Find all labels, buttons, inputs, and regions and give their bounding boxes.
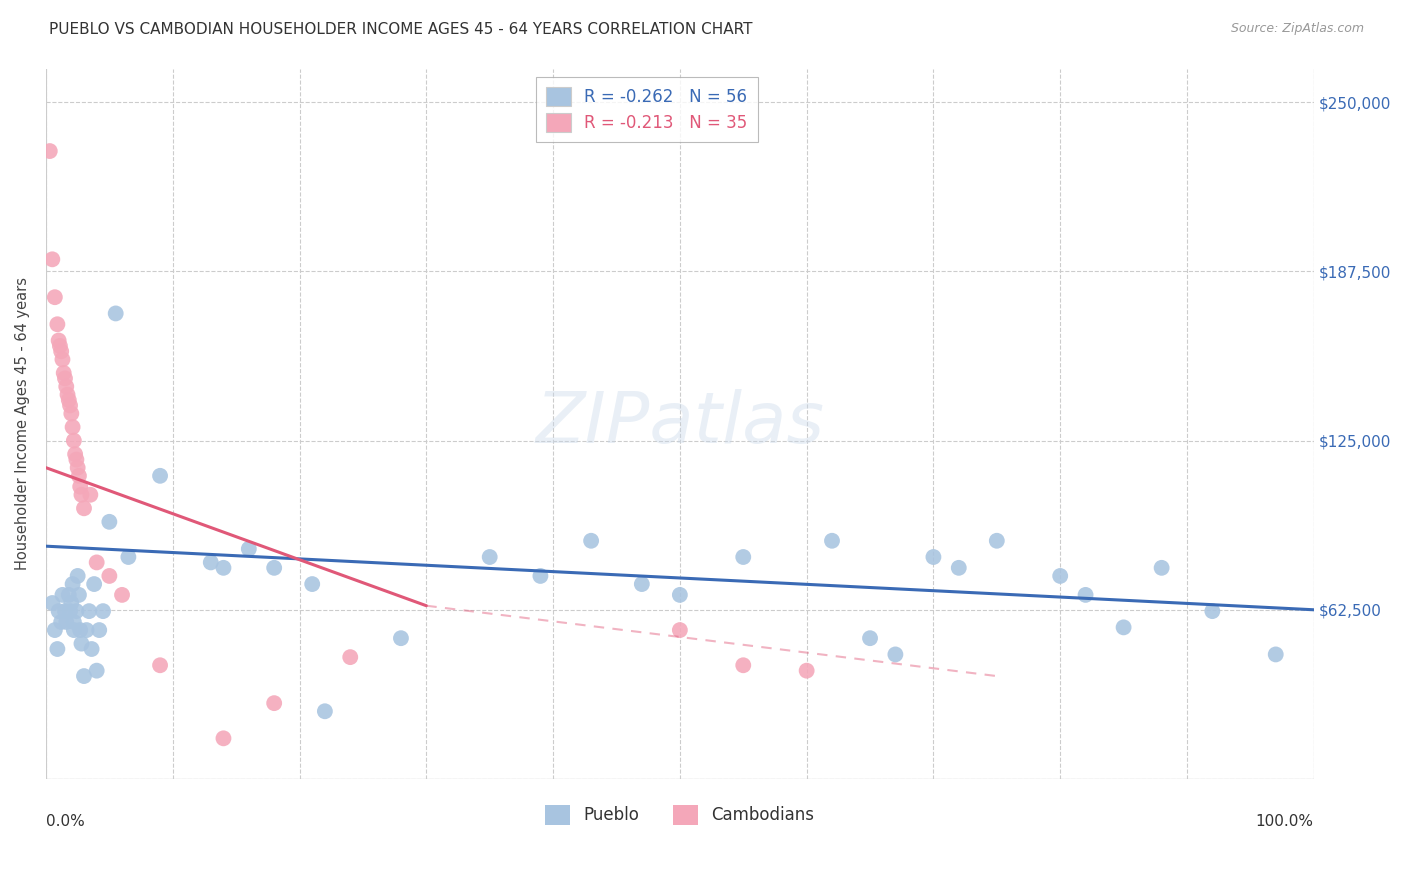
Point: [73, 669, 96, 683]
Point: [821, 533, 844, 548]
Point: [630, 577, 652, 591]
Point: [77, 604, 100, 618]
Point: [669, 588, 692, 602]
Point: [212, 731, 235, 746]
Point: [73, 501, 96, 516]
Text: 0.0%: 0.0%: [46, 814, 84, 830]
Point: [46, 642, 69, 657]
Point: [49, 339, 72, 353]
Point: [44, 290, 66, 304]
Point: [733, 549, 755, 564]
Point: [733, 658, 755, 673]
Point: [1074, 588, 1097, 602]
Point: [117, 549, 139, 564]
Point: [389, 631, 412, 645]
Point: [1150, 561, 1173, 575]
Point: [922, 549, 945, 564]
Point: [51, 352, 73, 367]
Point: [884, 648, 907, 662]
Point: [63, 615, 86, 629]
Point: [66, 460, 89, 475]
Point: [62, 420, 84, 434]
Point: [51, 615, 73, 629]
Point: [98, 569, 121, 583]
Point: [55, 615, 77, 629]
Point: [63, 434, 86, 448]
Point: [796, 664, 818, 678]
Point: [65, 452, 87, 467]
Point: [41, 252, 63, 267]
Point: [1264, 648, 1286, 662]
Point: [59, 604, 82, 618]
Point: [478, 549, 501, 564]
Point: [104, 306, 127, 320]
Point: [70, 488, 93, 502]
Point: [58, 392, 80, 407]
Point: [89, 623, 111, 637]
Point: [59, 399, 82, 413]
Point: [60, 596, 83, 610]
Point: [56, 387, 79, 401]
Point: [314, 704, 336, 718]
Point: [69, 480, 91, 494]
Point: [986, 533, 1008, 548]
Point: [86, 664, 108, 678]
Point: [200, 556, 222, 570]
Point: [149, 468, 172, 483]
Point: [263, 696, 285, 710]
Point: [60, 407, 83, 421]
Point: [53, 604, 76, 618]
Point: [51, 344, 73, 359]
Point: [859, 631, 882, 645]
Legend: Pueblo, Cambodians: Pueblo, Cambodians: [536, 796, 824, 835]
Point: [55, 379, 77, 393]
Point: [263, 561, 285, 575]
Point: [948, 561, 970, 575]
Text: 100.0%: 100.0%: [1256, 814, 1313, 830]
Point: [63, 447, 86, 461]
Point: [1112, 620, 1135, 634]
Y-axis label: Householder Income Ages 45 - 64 years: Householder Income Ages 45 - 64 years: [15, 277, 30, 570]
Point: [669, 623, 692, 637]
Point: [98, 515, 121, 529]
Point: [79, 488, 101, 502]
Point: [1049, 569, 1071, 583]
Point: [86, 556, 108, 570]
Point: [149, 658, 172, 673]
Point: [83, 577, 105, 591]
Point: [46, 318, 69, 332]
Point: [48, 334, 70, 348]
Point: [212, 561, 235, 575]
Point: [53, 371, 76, 385]
Point: [67, 468, 90, 483]
Point: [301, 577, 323, 591]
Point: [339, 650, 361, 665]
Point: [76, 623, 98, 637]
Point: [41, 596, 63, 610]
Point: [51, 588, 73, 602]
Point: [63, 623, 86, 637]
Point: [91, 604, 114, 618]
Point: [48, 604, 70, 618]
Text: PUEBLO VS CAMBODIAN HOUSEHOLDER INCOME AGES 45 - 64 YEARS CORRELATION CHART: PUEBLO VS CAMBODIAN HOUSEHOLDER INCOME A…: [49, 22, 752, 37]
Point: [70, 637, 93, 651]
Point: [67, 588, 90, 602]
Point: [529, 569, 551, 583]
Point: [579, 533, 602, 548]
Point: [1201, 604, 1223, 618]
Point: [66, 569, 89, 583]
Point: [80, 642, 103, 657]
Point: [38, 144, 60, 158]
Point: [69, 623, 91, 637]
Point: [52, 366, 75, 380]
Text: ZIPatlas: ZIPatlas: [536, 389, 824, 458]
Point: [65, 604, 87, 618]
Point: [238, 541, 260, 556]
Point: [58, 588, 80, 602]
Point: [111, 588, 134, 602]
Point: [62, 577, 84, 591]
Text: Source: ZipAtlas.com: Source: ZipAtlas.com: [1230, 22, 1364, 36]
Point: [44, 623, 66, 637]
